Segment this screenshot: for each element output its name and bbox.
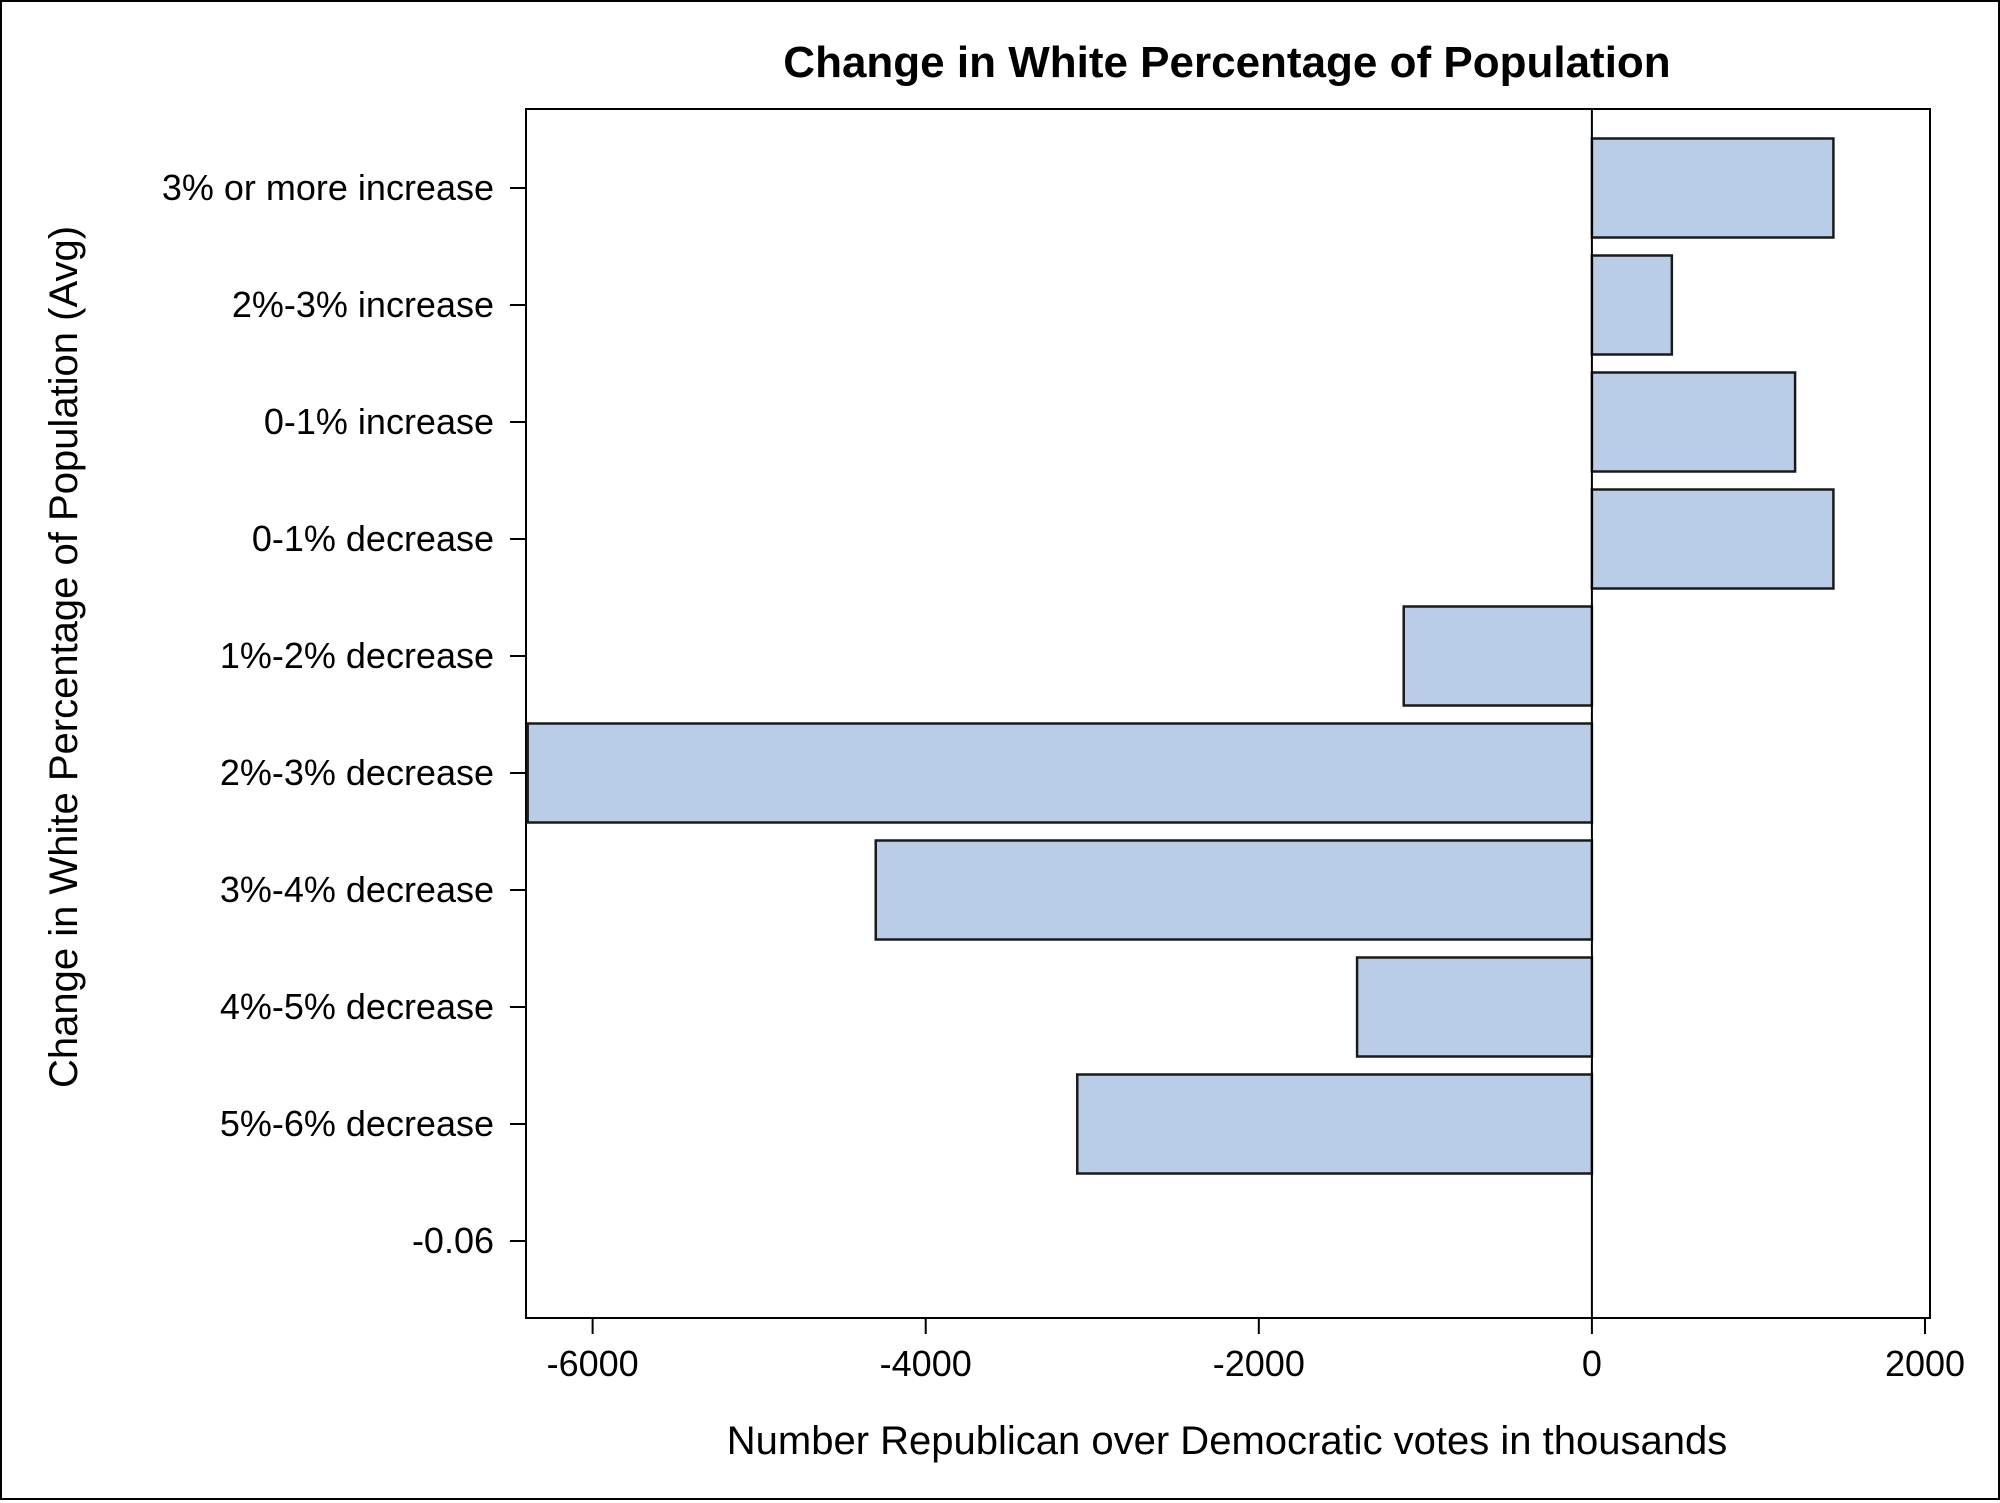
y-tick-label: 3% or more increase [162, 167, 494, 208]
bar [1590, 488, 1835, 590]
bar [526, 722, 1594, 824]
bar [1402, 605, 1594, 707]
y-tick-label: -0.06 [412, 1220, 494, 1261]
bar [1590, 254, 1674, 356]
x-tick-label: 2000 [1885, 1343, 1965, 1384]
y-tick-label: 4%-5% decrease [220, 986, 494, 1027]
y-tick-label: 0-1% decrease [252, 518, 494, 559]
bar [1590, 371, 1797, 473]
x-tick-label: 0 [1582, 1343, 1602, 1384]
x-axis-label: Number Republican over Democratic votes … [727, 1419, 1728, 1463]
bar [1076, 1073, 1594, 1175]
x-tick-label: -4000 [880, 1343, 972, 1384]
y-tick-label: 5%-6% decrease [220, 1103, 494, 1144]
y-axis-label: Change in White Percentage of Population… [42, 226, 86, 1088]
bar [1355, 956, 1594, 1058]
bar [874, 839, 1594, 941]
x-tick-label: -6000 [547, 1343, 639, 1384]
chart-title: Change in White Percentage of Population [783, 38, 1670, 87]
bar [1590, 137, 1835, 239]
y-tick-label: 3%-4% decrease [220, 869, 494, 910]
y-tick-label: 2%-3% increase [232, 284, 494, 325]
y-tick-label: 1%-2% decrease [220, 635, 494, 676]
plot-border [525, 108, 1931, 1319]
y-tick-label: 0-1% increase [264, 401, 494, 442]
x-tick-label: -2000 [1213, 1343, 1305, 1384]
plot-area: 3% or more increase 2%-3% increase 0-1% in… [162, 108, 1965, 1384]
y-tick-label: 2%-3% decrease [220, 752, 494, 793]
